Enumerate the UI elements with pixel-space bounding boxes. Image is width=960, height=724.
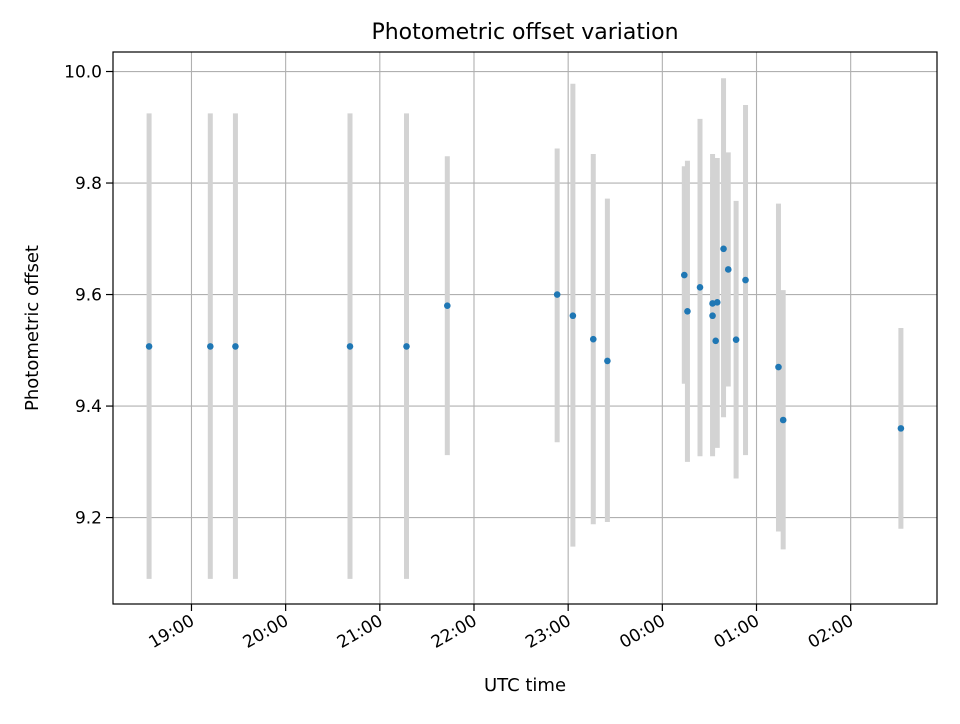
y-tick-label: 9.6 <box>75 286 102 306</box>
data-point <box>589 335 597 343</box>
data-point <box>779 416 787 424</box>
y-tick-label: 9.8 <box>75 174 102 194</box>
x-axis-label: UTC time <box>484 675 566 696</box>
data-points <box>145 245 905 432</box>
data-point <box>403 343 410 350</box>
data-point <box>553 291 561 298</box>
data-point <box>732 336 740 344</box>
plot-frame <box>112 51 938 605</box>
data-point <box>696 283 704 291</box>
y-tick-label: 9.2 <box>75 509 102 529</box>
data-point <box>232 343 239 350</box>
data-point <box>444 302 451 309</box>
data-point <box>724 266 732 273</box>
y-tick-label: 10.0 <box>64 63 102 83</box>
data-point <box>775 363 782 371</box>
data-point <box>709 312 716 320</box>
data-point <box>569 312 577 320</box>
data-point <box>681 271 688 279</box>
y-axis-label: Photometric offset <box>22 245 43 411</box>
data-point <box>684 307 691 315</box>
data-point <box>720 245 727 253</box>
y-tick-label: 9.4 <box>75 397 102 417</box>
grid <box>113 52 937 604</box>
data-point <box>712 337 719 345</box>
data-point <box>207 343 214 350</box>
chart-title: Photometric offset variation <box>371 20 678 45</box>
data-point <box>742 276 749 284</box>
data-point <box>145 343 153 350</box>
data-point <box>897 425 905 432</box>
y-axis-ticks: 9.2 9.4 9.6 9.8 10.0 <box>64 63 113 529</box>
data-point <box>713 299 721 306</box>
data-point <box>604 357 611 365</box>
data-point <box>346 343 354 350</box>
